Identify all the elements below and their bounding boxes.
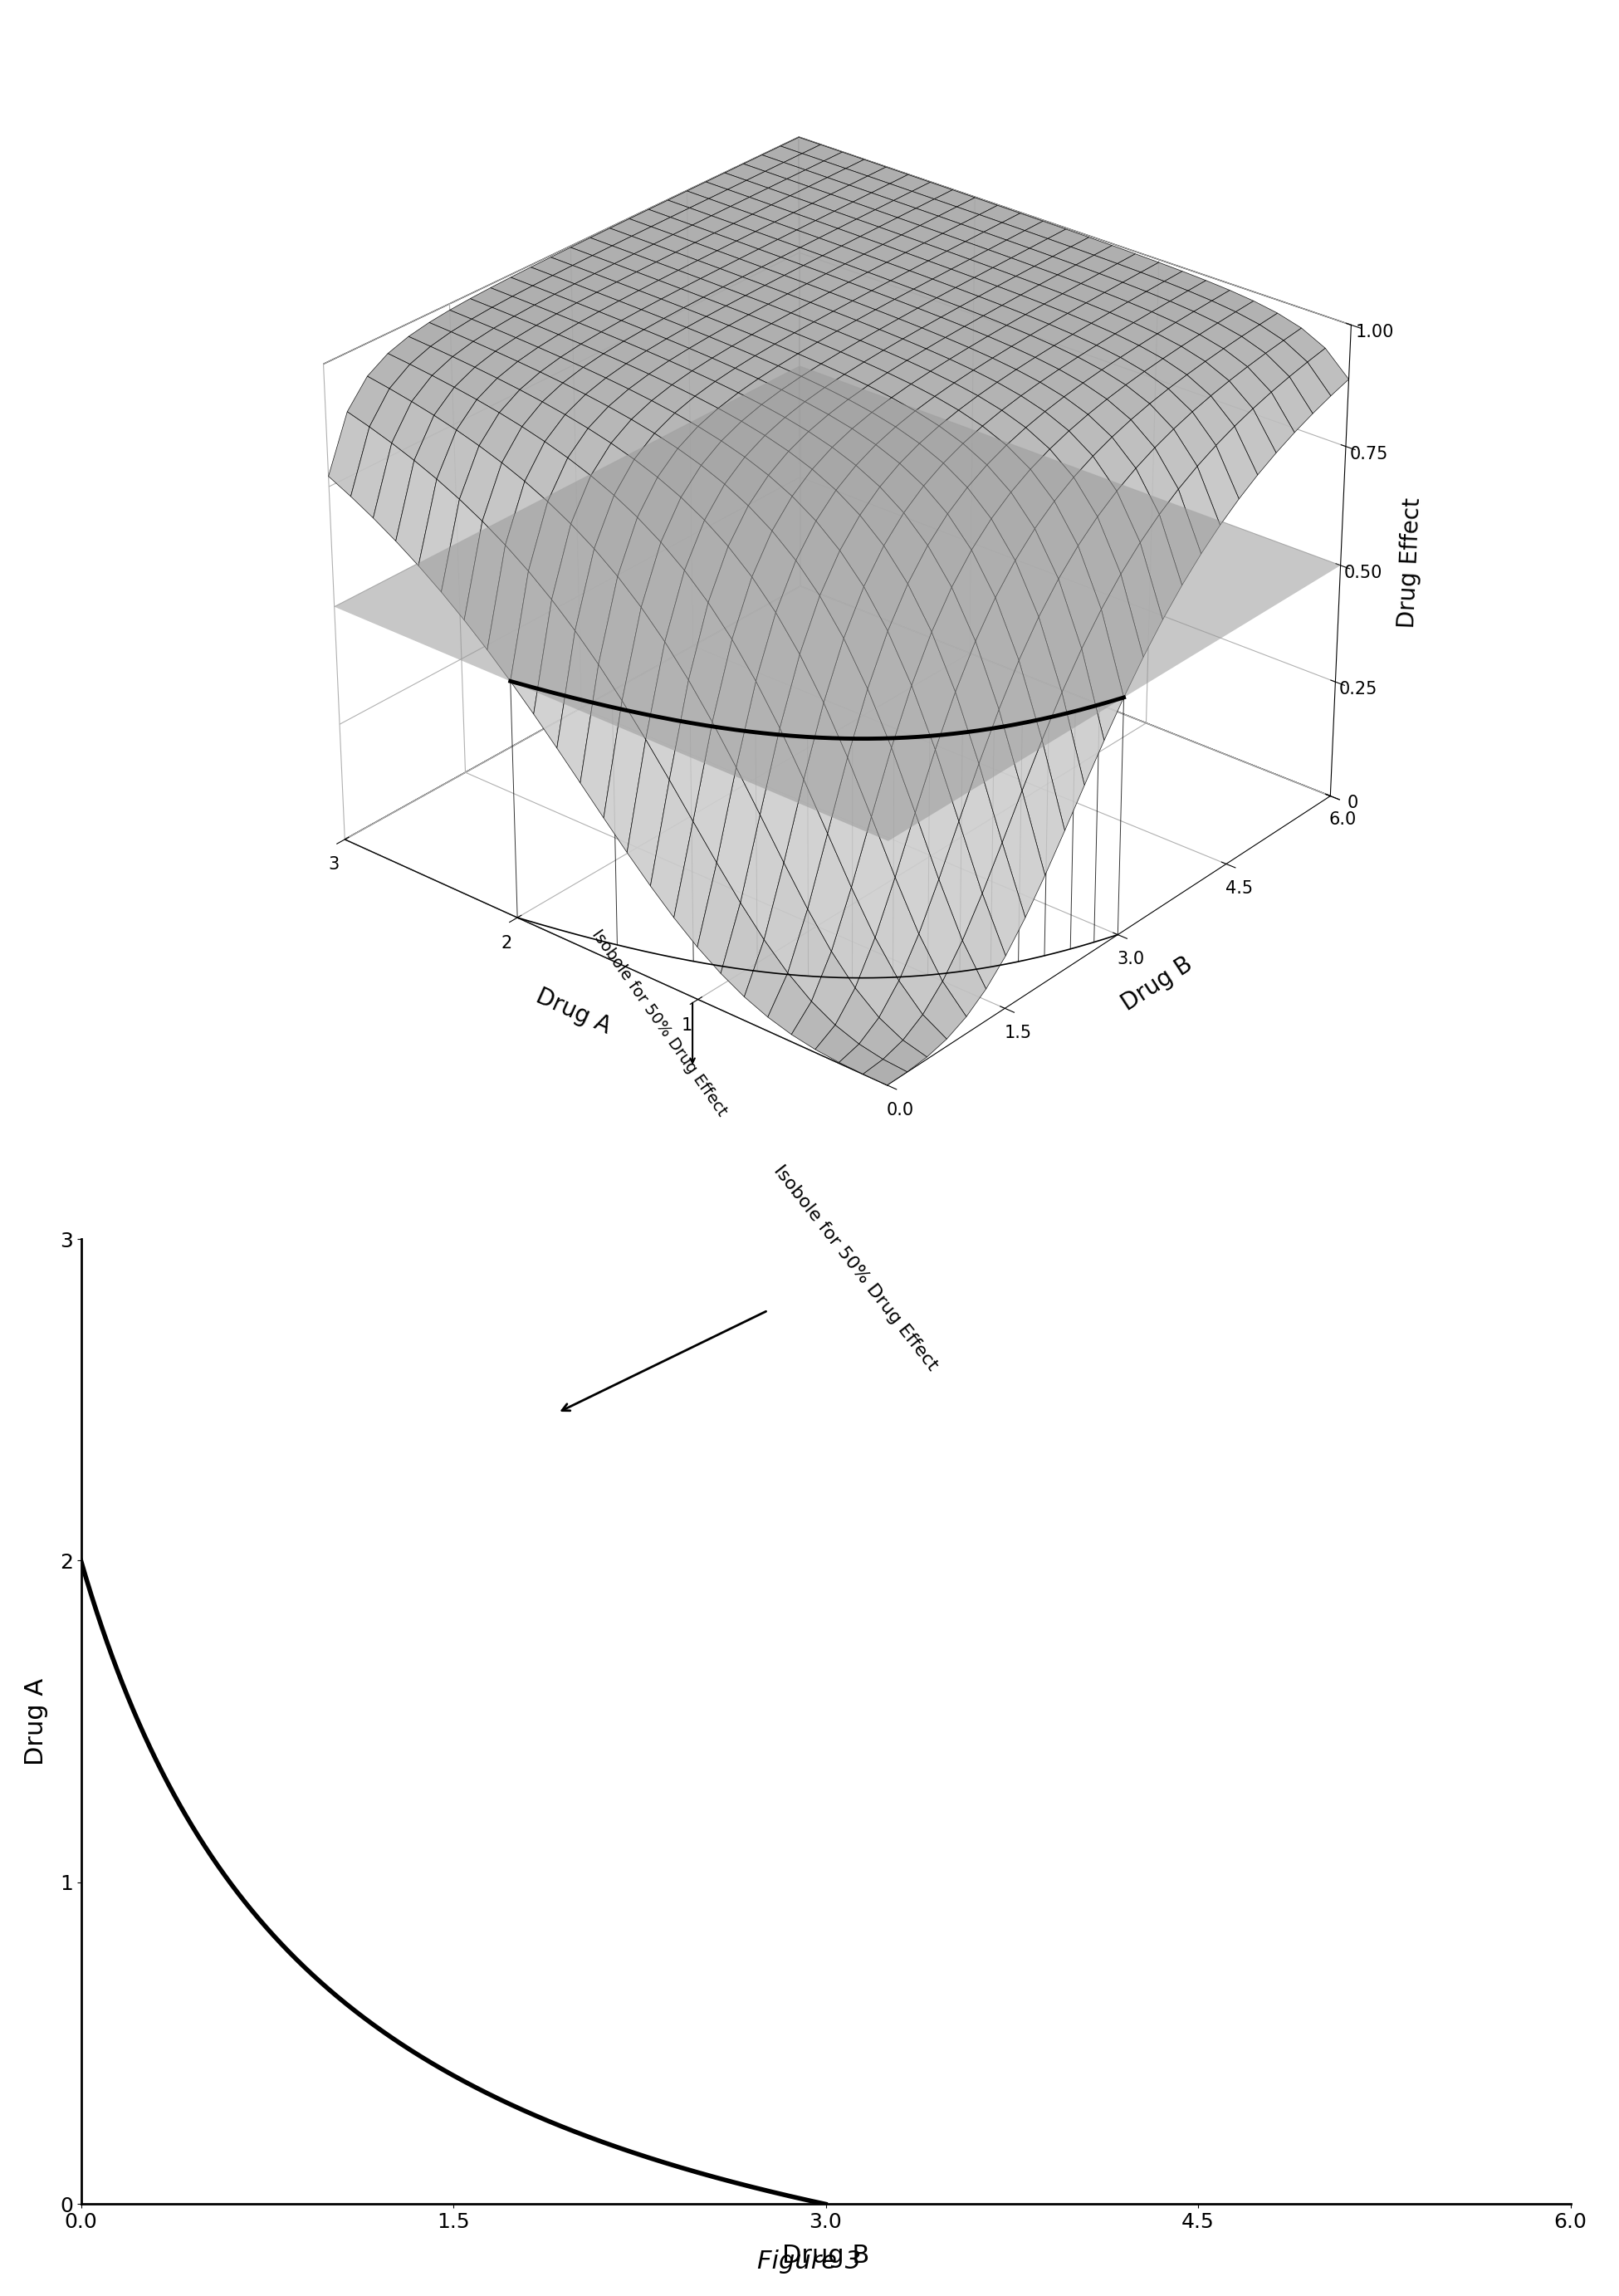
Y-axis label: Drug A: Drug A <box>24 1678 49 1766</box>
Text: Isobole for 50% Drug Effect: Isobole for 50% Drug Effect <box>562 1162 941 1410</box>
X-axis label: Drug B: Drug B <box>782 2243 869 2268</box>
Y-axis label: Drug B: Drug B <box>1117 953 1196 1015</box>
Text: Figure 3: Figure 3 <box>758 2250 861 2273</box>
X-axis label: Drug A: Drug A <box>533 985 614 1038</box>
Text: Isobole for 50% Drug Effect: Isobole for 50% Drug Effect <box>589 928 730 1118</box>
